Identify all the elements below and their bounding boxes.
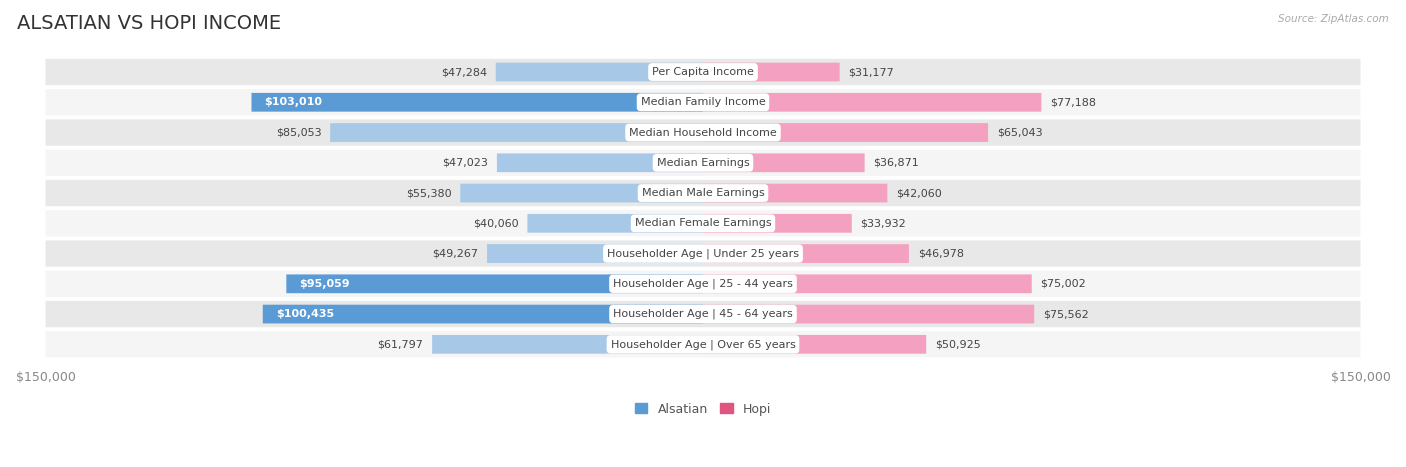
FancyBboxPatch shape: [45, 331, 1361, 357]
Text: $49,267: $49,267: [432, 248, 478, 259]
Text: $40,060: $40,060: [472, 218, 519, 228]
Text: $31,177: $31,177: [848, 67, 894, 77]
FancyBboxPatch shape: [703, 244, 908, 263]
FancyBboxPatch shape: [45, 149, 1361, 176]
FancyBboxPatch shape: [45, 241, 1361, 267]
FancyBboxPatch shape: [252, 93, 703, 112]
FancyBboxPatch shape: [263, 304, 703, 324]
Text: Median Earnings: Median Earnings: [657, 158, 749, 168]
Text: Median Household Income: Median Household Income: [628, 127, 778, 138]
FancyBboxPatch shape: [432, 335, 703, 354]
Text: $75,002: $75,002: [1040, 279, 1087, 289]
FancyBboxPatch shape: [527, 214, 703, 233]
Text: Median Female Earnings: Median Female Earnings: [634, 218, 772, 228]
Text: $55,380: $55,380: [406, 188, 451, 198]
Text: Householder Age | 25 - 44 years: Householder Age | 25 - 44 years: [613, 278, 793, 289]
FancyBboxPatch shape: [45, 89, 1361, 115]
FancyBboxPatch shape: [45, 180, 1361, 206]
Text: Median Family Income: Median Family Income: [641, 97, 765, 107]
FancyBboxPatch shape: [703, 154, 865, 172]
FancyBboxPatch shape: [703, 93, 1042, 112]
FancyBboxPatch shape: [45, 59, 1361, 85]
FancyBboxPatch shape: [703, 304, 1035, 324]
Text: $85,053: $85,053: [276, 127, 322, 138]
FancyBboxPatch shape: [703, 184, 887, 202]
FancyBboxPatch shape: [45, 120, 1361, 146]
Text: Householder Age | 45 - 64 years: Householder Age | 45 - 64 years: [613, 309, 793, 319]
Text: Source: ZipAtlas.com: Source: ZipAtlas.com: [1278, 14, 1389, 24]
Text: Per Capita Income: Per Capita Income: [652, 67, 754, 77]
Text: ALSATIAN VS HOPI INCOME: ALSATIAN VS HOPI INCOME: [17, 14, 281, 33]
Text: $77,188: $77,188: [1050, 97, 1097, 107]
Text: $47,284: $47,284: [441, 67, 486, 77]
FancyBboxPatch shape: [45, 210, 1361, 236]
FancyBboxPatch shape: [45, 301, 1361, 327]
Text: Median Male Earnings: Median Male Earnings: [641, 188, 765, 198]
Text: $47,023: $47,023: [443, 158, 488, 168]
Text: $36,871: $36,871: [873, 158, 920, 168]
FancyBboxPatch shape: [486, 244, 703, 263]
FancyBboxPatch shape: [703, 123, 988, 142]
Legend: Alsatian, Hopi: Alsatian, Hopi: [636, 403, 770, 416]
Text: $61,797: $61,797: [377, 340, 423, 349]
FancyBboxPatch shape: [703, 335, 927, 354]
FancyBboxPatch shape: [496, 63, 703, 81]
FancyBboxPatch shape: [703, 63, 839, 81]
Text: Householder Age | Over 65 years: Householder Age | Over 65 years: [610, 339, 796, 350]
FancyBboxPatch shape: [496, 154, 703, 172]
Text: $46,978: $46,978: [918, 248, 963, 259]
FancyBboxPatch shape: [703, 214, 852, 233]
FancyBboxPatch shape: [287, 275, 703, 293]
Text: $42,060: $42,060: [896, 188, 942, 198]
Text: $75,562: $75,562: [1043, 309, 1088, 319]
FancyBboxPatch shape: [703, 275, 1032, 293]
Text: Householder Age | Under 25 years: Householder Age | Under 25 years: [607, 248, 799, 259]
Text: $33,932: $33,932: [860, 218, 907, 228]
Text: $100,435: $100,435: [276, 309, 335, 319]
Text: $50,925: $50,925: [935, 340, 981, 349]
Text: $103,010: $103,010: [264, 97, 322, 107]
Text: $65,043: $65,043: [997, 127, 1042, 138]
FancyBboxPatch shape: [45, 271, 1361, 297]
FancyBboxPatch shape: [330, 123, 703, 142]
Text: $95,059: $95,059: [299, 279, 350, 289]
FancyBboxPatch shape: [460, 184, 703, 202]
